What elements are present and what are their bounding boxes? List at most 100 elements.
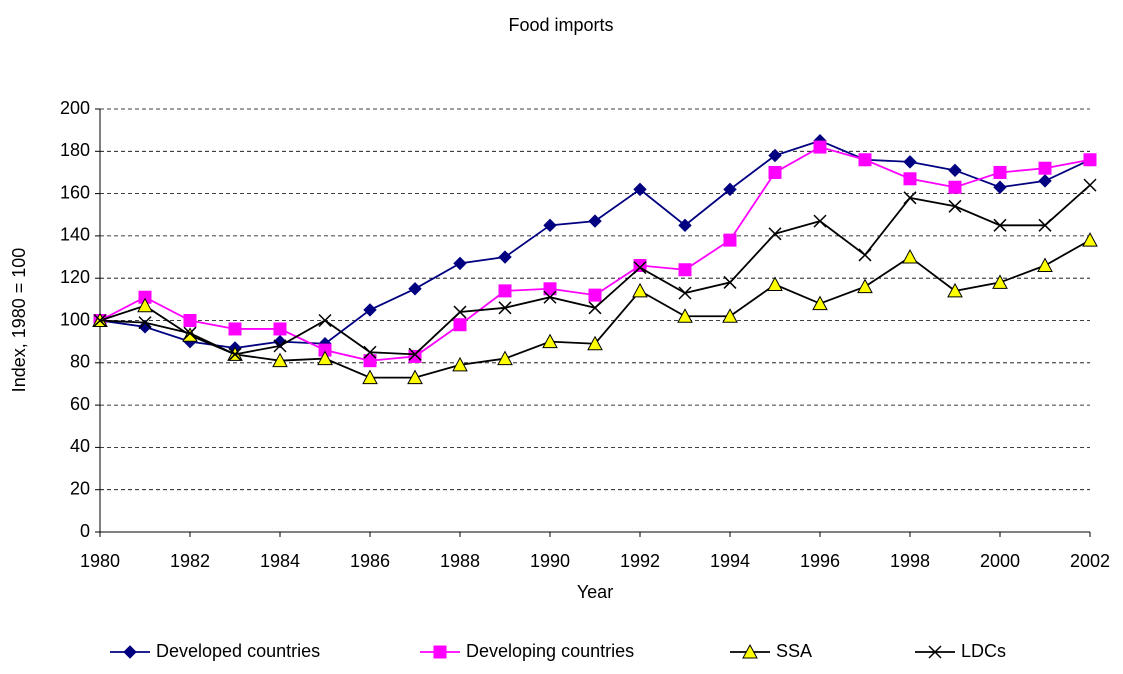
marker — [767, 276, 783, 292]
marker — [408, 347, 422, 361]
y-tick-label: 120 — [60, 267, 90, 287]
legend-label: SSA — [776, 641, 812, 661]
marker — [317, 350, 333, 366]
marker — [433, 645, 447, 659]
y-tick-label: 160 — [60, 182, 90, 202]
marker — [678, 218, 692, 233]
y-tick-label: 0 — [80, 521, 90, 541]
marker — [903, 155, 917, 169]
marker — [902, 248, 918, 264]
x-axis-label: Year — [577, 582, 613, 602]
marker — [723, 233, 737, 247]
marker — [633, 182, 647, 197]
marker — [363, 345, 377, 359]
marker — [928, 645, 942, 659]
marker — [453, 256, 467, 271]
y-tick-label: 20 — [70, 478, 90, 498]
marker — [857, 278, 873, 294]
marker — [1037, 257, 1053, 273]
x-tick-label: 1992 — [620, 551, 660, 571]
marker — [1082, 232, 1098, 247]
marker — [723, 275, 737, 289]
x-tick-label: 2002 — [1070, 551, 1110, 571]
marker — [722, 308, 738, 323]
marker — [858, 153, 872, 167]
series-line — [99, 146, 1091, 362]
marker — [677, 308, 693, 323]
marker — [408, 282, 422, 296]
marker — [137, 297, 153, 313]
x-tick-label: 1984 — [260, 551, 300, 571]
marker — [993, 165, 1007, 179]
marker — [768, 227, 782, 241]
x-tick-label: 1990 — [530, 551, 570, 571]
marker — [633, 261, 647, 275]
marker — [742, 643, 758, 659]
y-tick-label: 100 — [60, 309, 90, 329]
marker — [903, 191, 917, 205]
x-tick-label: 1980 — [80, 551, 120, 571]
marker — [588, 301, 602, 315]
marker — [228, 322, 242, 336]
legend-label: Developing countries — [466, 641, 634, 661]
marker — [408, 349, 422, 363]
marker — [453, 318, 467, 332]
marker — [93, 313, 107, 328]
y-tick-label: 140 — [60, 225, 90, 245]
marker — [453, 305, 467, 319]
marker — [498, 250, 512, 264]
marker — [543, 290, 557, 304]
marker — [678, 263, 692, 277]
y-tick-label: 200 — [60, 98, 90, 118]
marker — [948, 199, 962, 213]
marker — [948, 163, 962, 178]
marker — [993, 218, 1007, 232]
marker — [497, 350, 513, 366]
marker — [993, 180, 1007, 194]
y-tick-label: 80 — [70, 352, 90, 372]
x-tick-label: 1998 — [890, 551, 930, 571]
marker — [1038, 174, 1052, 188]
marker — [362, 369, 378, 385]
marker — [498, 284, 512, 298]
y-axis-label: Index, 1980 = 100 — [9, 248, 29, 393]
marker — [407, 369, 423, 385]
marker — [587, 335, 603, 351]
y-tick-label: 60 — [70, 394, 90, 414]
legend-label: Developed countries — [156, 641, 320, 661]
marker — [1038, 161, 1052, 175]
marker — [768, 165, 782, 179]
x-tick-label: 1996 — [800, 551, 840, 571]
marker — [632, 282, 648, 298]
marker — [543, 218, 557, 233]
marker — [858, 248, 872, 262]
marker — [1038, 218, 1052, 232]
marker — [138, 316, 152, 330]
marker — [813, 214, 827, 228]
marker — [768, 148, 782, 163]
marker — [273, 339, 287, 353]
marker — [947, 282, 963, 298]
x-tick-label: 1982 — [170, 551, 210, 571]
marker — [992, 274, 1008, 289]
marker — [498, 301, 512, 315]
chart-title: Food imports — [508, 15, 613, 35]
marker — [543, 282, 557, 296]
marker — [183, 326, 197, 340]
legend-label: LDCs — [961, 641, 1006, 661]
x-tick-label: 1986 — [350, 551, 390, 571]
marker — [183, 314, 197, 327]
y-tick-label: 40 — [70, 436, 90, 456]
marker — [363, 303, 377, 317]
x-tick-label: 1988 — [440, 551, 480, 571]
marker — [273, 322, 287, 336]
marker — [948, 180, 962, 194]
marker — [588, 214, 602, 228]
marker — [318, 313, 332, 328]
marker — [812, 295, 828, 311]
marker — [123, 645, 137, 659]
marker — [542, 333, 558, 349]
marker — [1083, 153, 1097, 167]
marker — [903, 172, 917, 186]
x-tick-label: 1994 — [710, 551, 750, 571]
